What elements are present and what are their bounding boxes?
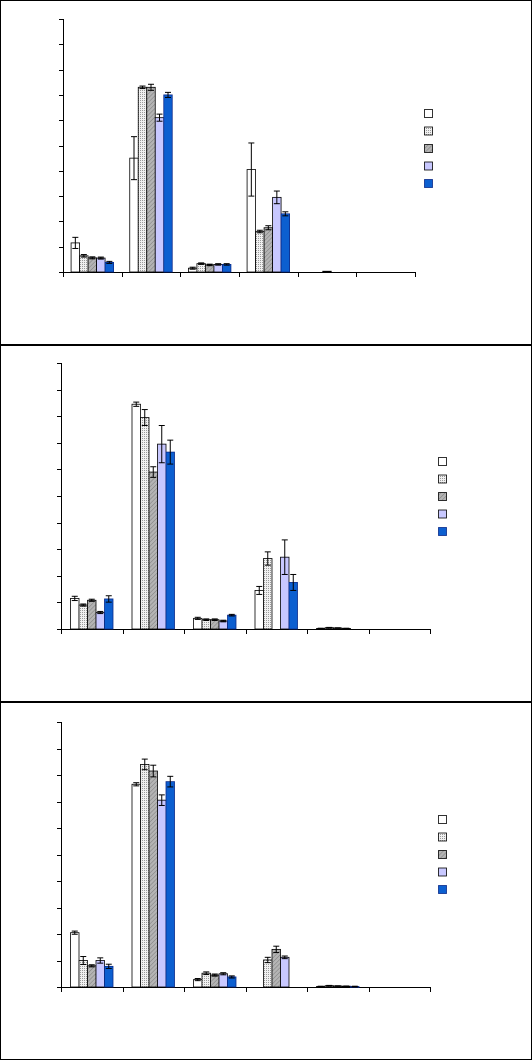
bar: [95, 960, 105, 988]
legend-swatch: [438, 492, 447, 501]
bar: [140, 764, 150, 988]
bar: [280, 956, 290, 988]
panel-frame: [0, 702, 532, 1060]
bar: [87, 599, 97, 630]
bar: [87, 965, 97, 988]
bar: [201, 619, 211, 630]
legend-swatch: [438, 815, 447, 824]
chart-panel-3: [0, 702, 532, 1060]
bar: [272, 196, 282, 273]
legend-swatch: [438, 527, 447, 536]
panel-frame: [0, 345, 532, 702]
bar: [163, 94, 173, 273]
bar: [148, 770, 158, 988]
legend-swatch: [438, 850, 447, 859]
bar: [165, 781, 175, 988]
bar: [263, 227, 273, 273]
bar: [157, 443, 167, 630]
legend-swatch: [424, 126, 433, 136]
legend-swatch: [424, 109, 433, 118]
bar: [79, 255, 89, 273]
bar: [227, 614, 237, 630]
bar: [104, 965, 114, 988]
bar: [131, 783, 141, 988]
legend-swatch: [438, 509, 447, 519]
bar: [165, 451, 175, 630]
bar: [255, 231, 265, 273]
legend-swatch: [438, 885, 447, 894]
bar: [263, 558, 273, 630]
legend-swatch: [438, 474, 447, 484]
chart-panel-2: [0, 345, 532, 702]
bar: [148, 471, 158, 630]
bar: [280, 213, 290, 273]
bar: [146, 86, 156, 273]
bar: [78, 604, 88, 630]
bar: [271, 948, 281, 988]
legend-swatch: [438, 457, 447, 466]
bar: [96, 257, 106, 273]
bar: [70, 932, 80, 988]
bar: [95, 612, 105, 630]
legend-swatch: [438, 867, 447, 877]
bar: [104, 598, 114, 630]
bar: [210, 974, 220, 988]
bar: [210, 619, 220, 630]
bar: [322, 270, 332, 273]
bar: [140, 417, 150, 630]
legend-swatch: [424, 144, 433, 153]
bar: [70, 598, 80, 630]
legend-swatch: [424, 161, 433, 171]
bar: [254, 590, 264, 630]
bar: [218, 973, 228, 988]
panel-frame: [0, 0, 532, 345]
bar: [157, 799, 167, 988]
bar: [201, 972, 211, 988]
bar: [137, 86, 148, 273]
legend-swatch: [424, 179, 433, 188]
bar: [263, 959, 273, 988]
bar: [87, 257, 97, 273]
bar: [154, 117, 165, 273]
bar: [131, 403, 141, 630]
bar: [193, 617, 203, 630]
legend-swatch: [438, 832, 447, 842]
chart-panel-1: [0, 0, 532, 345]
